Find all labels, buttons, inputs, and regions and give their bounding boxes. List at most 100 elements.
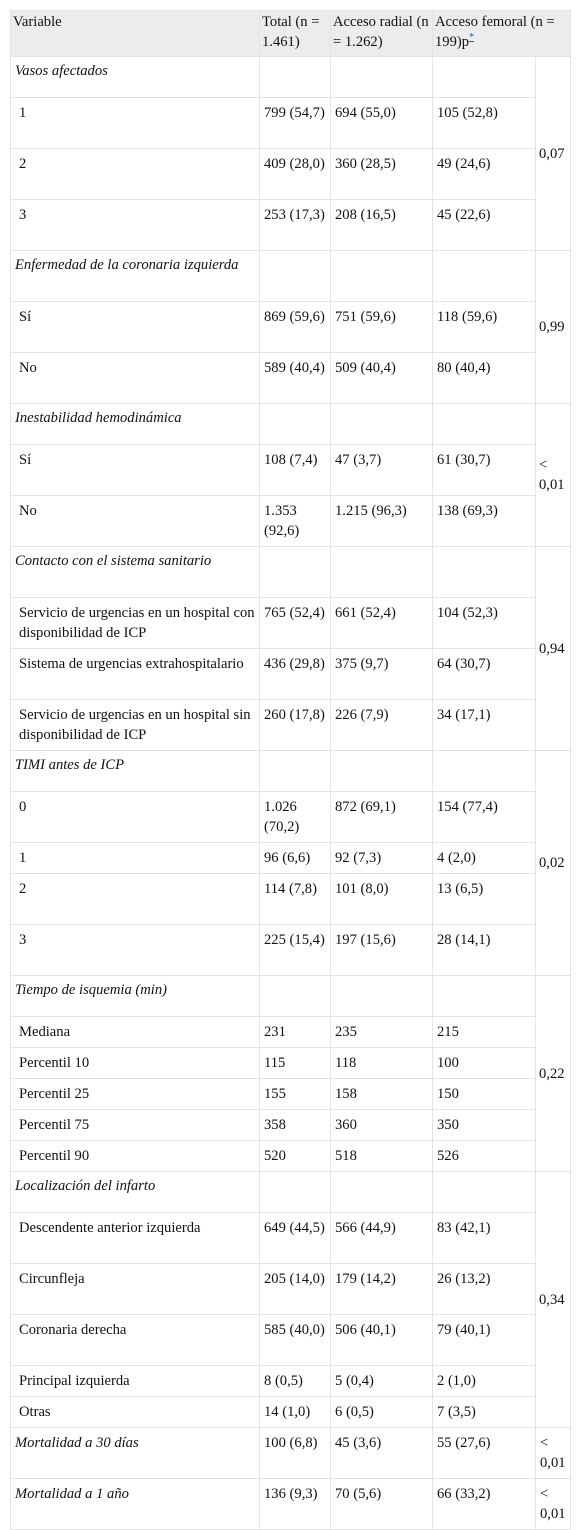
table-row: Sistema de urgencias extrahospitalario 43… (10, 648, 571, 700)
total-cell: 253 (17,3) (259, 199, 331, 251)
femoral-cell: 45 (22,6) (432, 199, 536, 251)
femoral-cell: 100 (432, 1047, 536, 1079)
table-row: Mediana 231 235 215 (10, 1016, 571, 1048)
section-row: Contacto con el sistema sanitario 0,94 (10, 546, 572, 751)
row-label: Percentil 25 (10, 1078, 260, 1110)
row-label: Otras (10, 1396, 260, 1428)
radial-cell: 872 (69,1) (330, 791, 433, 843)
total-cell: 100 (6,8) (259, 1427, 331, 1479)
radial-cell: 5 (0,4) (330, 1365, 433, 1397)
section-title: Mortalidad a 1 año (10, 1478, 260, 1530)
radial-cell: 226 (7,9) (330, 699, 433, 751)
table-row: Percentil 90 520 518 526 (10, 1140, 571, 1172)
radial-cell: 45 (3,6) (330, 1427, 433, 1479)
total-cell: 436 (29,8) (259, 648, 331, 700)
row-label: Circunfleja (10, 1263, 260, 1315)
p-value: < 0,01 (534, 403, 572, 547)
row-label: Servicio de urgencias en un hospital con… (10, 597, 260, 649)
empty-cell (432, 56, 536, 98)
radial-cell: 694 (55,0) (330, 97, 433, 149)
table-row: No 1.353 (92,6) 1.215 (96,3) 138 (69,3) (10, 495, 571, 547)
femoral-cell: 350 (432, 1109, 536, 1141)
section-title: Inestabilidad hemodinámica (10, 403, 260, 445)
header-variable: Variable (10, 10, 260, 57)
femoral-cell: 64 (30,7) (432, 648, 536, 700)
p-value: 0,34 (534, 1171, 572, 1428)
empty-cell (330, 403, 433, 445)
section-row: Tiempo de isquemia (min) 0,22 (10, 975, 572, 1172)
radial-cell: 360 (330, 1109, 433, 1141)
total-cell: 520 (259, 1140, 331, 1172)
row-label: 2 (10, 148, 260, 200)
table-row: Descendente anterior izquierda 649 (44,5)… (10, 1212, 571, 1264)
empty-cell (330, 56, 433, 98)
p-value: 0,07 (534, 56, 572, 251)
header-radial: Acceso radial (n = 1.262) (330, 10, 433, 57)
radial-cell: 235 (330, 1016, 433, 1048)
row-label: 3 (10, 924, 260, 976)
p-value: 0,02 (534, 750, 572, 976)
row-label: 0 (10, 791, 260, 843)
total-cell: 114 (7,8) (259, 873, 331, 925)
radial-cell: 375 (9,7) (330, 648, 433, 700)
table-row: 0 1.026 (70,2) 872 (69,1) 154 (77,4) (10, 791, 571, 843)
table-body: Vasos afectados 0,07 1 799 (54,7) 694 (55,0)… (10, 56, 572, 1530)
p-value: 0,22 (534, 975, 572, 1172)
total-cell: 8 (0,5) (259, 1365, 331, 1397)
femoral-cell: 118 (59,6) (432, 301, 536, 353)
empty-cell (432, 250, 536, 302)
empty-cell (259, 56, 331, 98)
section-title: Contacto con el sistema sanitario (10, 546, 260, 598)
empty-cell (259, 546, 331, 598)
femoral-cell: 49 (24,6) (432, 148, 536, 200)
radial-cell: 566 (44,9) (330, 1212, 433, 1264)
section-row: Mortalidad a 30 días 100 (6,8) 45 (3,6) 55 … (10, 1427, 572, 1479)
row-label: 3 (10, 199, 260, 251)
radial-cell: 92 (7,3) (330, 842, 433, 874)
radial-cell: 179 (14,2) (330, 1263, 433, 1315)
total-cell: 869 (59,6) (259, 301, 331, 353)
total-cell: 585 (40,0) (259, 1314, 331, 1366)
radial-cell: 197 (15,6) (330, 924, 433, 976)
table-row: Coronaria derecha 585 (40,0) 506 (40,1) 79 … (10, 1314, 571, 1366)
radial-cell: 70 (5,6) (330, 1478, 433, 1530)
header-p: p (461, 34, 470, 50)
femoral-cell: 7 (3,5) (432, 1396, 536, 1428)
total-cell: 225 (15,4) (259, 924, 331, 976)
empty-cell (432, 1171, 536, 1213)
section-row: Inestabilidad hemodinámica < 0,01 (10, 403, 572, 547)
footnote-link[interactable]: * (469, 32, 475, 44)
total-cell: 358 (259, 1109, 331, 1141)
table-row: 1 96 (6,6) 92 (7,3) 4 (2,0) (10, 842, 571, 874)
femoral-cell: 66 (33,2) (432, 1478, 536, 1530)
table-row: Servicio de urgencias en un hospital sin… (10, 699, 571, 751)
radial-cell: 506 (40,1) (330, 1314, 433, 1366)
empty-cell (432, 975, 536, 1017)
femoral-cell: 2 (1,0) (432, 1365, 536, 1397)
section-row: Vasos afectados 0,07 (10, 56, 572, 251)
empty-cell (259, 750, 331, 792)
row-label: 2 (10, 873, 260, 925)
row-label: Percentil 10 (10, 1047, 260, 1079)
femoral-cell: 105 (52,8) (432, 97, 536, 149)
total-cell: 115 (259, 1047, 331, 1079)
total-cell: 231 (259, 1016, 331, 1048)
header-femoral: Acceso femoral (n = 199) (435, 14, 555, 50)
empty-cell (432, 403, 536, 445)
radial-cell: 518 (330, 1140, 433, 1172)
total-cell: 155 (259, 1078, 331, 1110)
femoral-cell: 154 (77,4) (432, 791, 536, 843)
row-label: Coronaria derecha (10, 1314, 260, 1366)
empty-cell (432, 750, 536, 792)
radial-cell: 6 (0,5) (330, 1396, 433, 1428)
row-label: No (10, 495, 260, 547)
table-row: Circunfleja 205 (14,0) 179 (14,2) 26 (13,2) (10, 1263, 571, 1315)
empty-cell (330, 750, 433, 792)
femoral-cell: 34 (17,1) (432, 699, 536, 751)
total-cell: 108 (7,4) (259, 444, 331, 496)
empty-cell (432, 546, 536, 598)
section-title: Mortalidad a 30 días (10, 1427, 260, 1479)
femoral-cell: 26 (13,2) (432, 1263, 536, 1315)
row-label: Sí (10, 444, 260, 496)
total-cell: 799 (54,7) (259, 97, 331, 149)
